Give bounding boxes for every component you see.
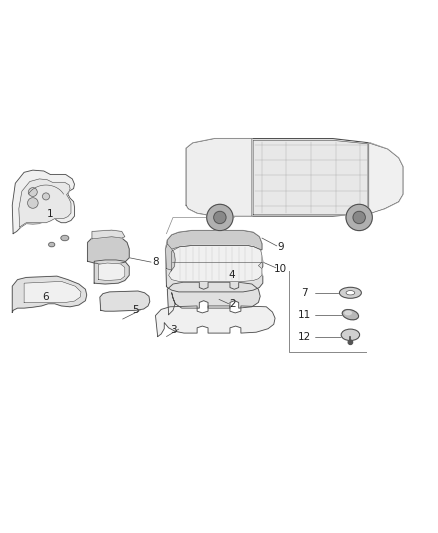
Polygon shape <box>24 281 81 302</box>
Circle shape <box>42 193 49 200</box>
Polygon shape <box>94 260 129 284</box>
Polygon shape <box>169 246 262 281</box>
Polygon shape <box>369 143 403 214</box>
Text: 1: 1 <box>47 209 54 219</box>
Polygon shape <box>253 140 368 215</box>
Text: 6: 6 <box>42 292 49 302</box>
Polygon shape <box>186 139 403 216</box>
Circle shape <box>207 204 233 231</box>
Polygon shape <box>167 282 260 314</box>
Text: 12: 12 <box>298 332 311 342</box>
Text: 9: 9 <box>277 242 284 252</box>
Text: 4: 4 <box>229 270 236 280</box>
Ellipse shape <box>49 243 55 247</box>
Polygon shape <box>166 231 263 292</box>
Polygon shape <box>12 276 87 312</box>
Circle shape <box>353 211 365 223</box>
Text: 7: 7 <box>301 288 308 298</box>
Circle shape <box>214 211 226 223</box>
Ellipse shape <box>61 236 69 241</box>
Circle shape <box>28 198 38 208</box>
Text: 3: 3 <box>170 325 177 335</box>
Polygon shape <box>12 170 74 233</box>
Circle shape <box>28 188 37 197</box>
Polygon shape <box>92 230 125 239</box>
Text: 11: 11 <box>298 310 311 320</box>
Ellipse shape <box>341 329 360 341</box>
Circle shape <box>346 204 372 231</box>
Text: 8: 8 <box>152 257 159 267</box>
Polygon shape <box>166 244 175 270</box>
Polygon shape <box>19 179 71 227</box>
Polygon shape <box>155 306 275 336</box>
Polygon shape <box>186 139 252 216</box>
Ellipse shape <box>339 287 361 298</box>
Ellipse shape <box>345 311 352 314</box>
Text: 2: 2 <box>229 298 236 309</box>
Polygon shape <box>100 291 150 311</box>
Circle shape <box>348 340 353 344</box>
Ellipse shape <box>342 310 359 320</box>
Polygon shape <box>99 263 125 280</box>
Text: 5: 5 <box>132 305 139 316</box>
Text: 10: 10 <box>274 264 287 273</box>
Polygon shape <box>167 231 262 251</box>
Polygon shape <box>88 237 129 264</box>
Ellipse shape <box>346 290 355 295</box>
